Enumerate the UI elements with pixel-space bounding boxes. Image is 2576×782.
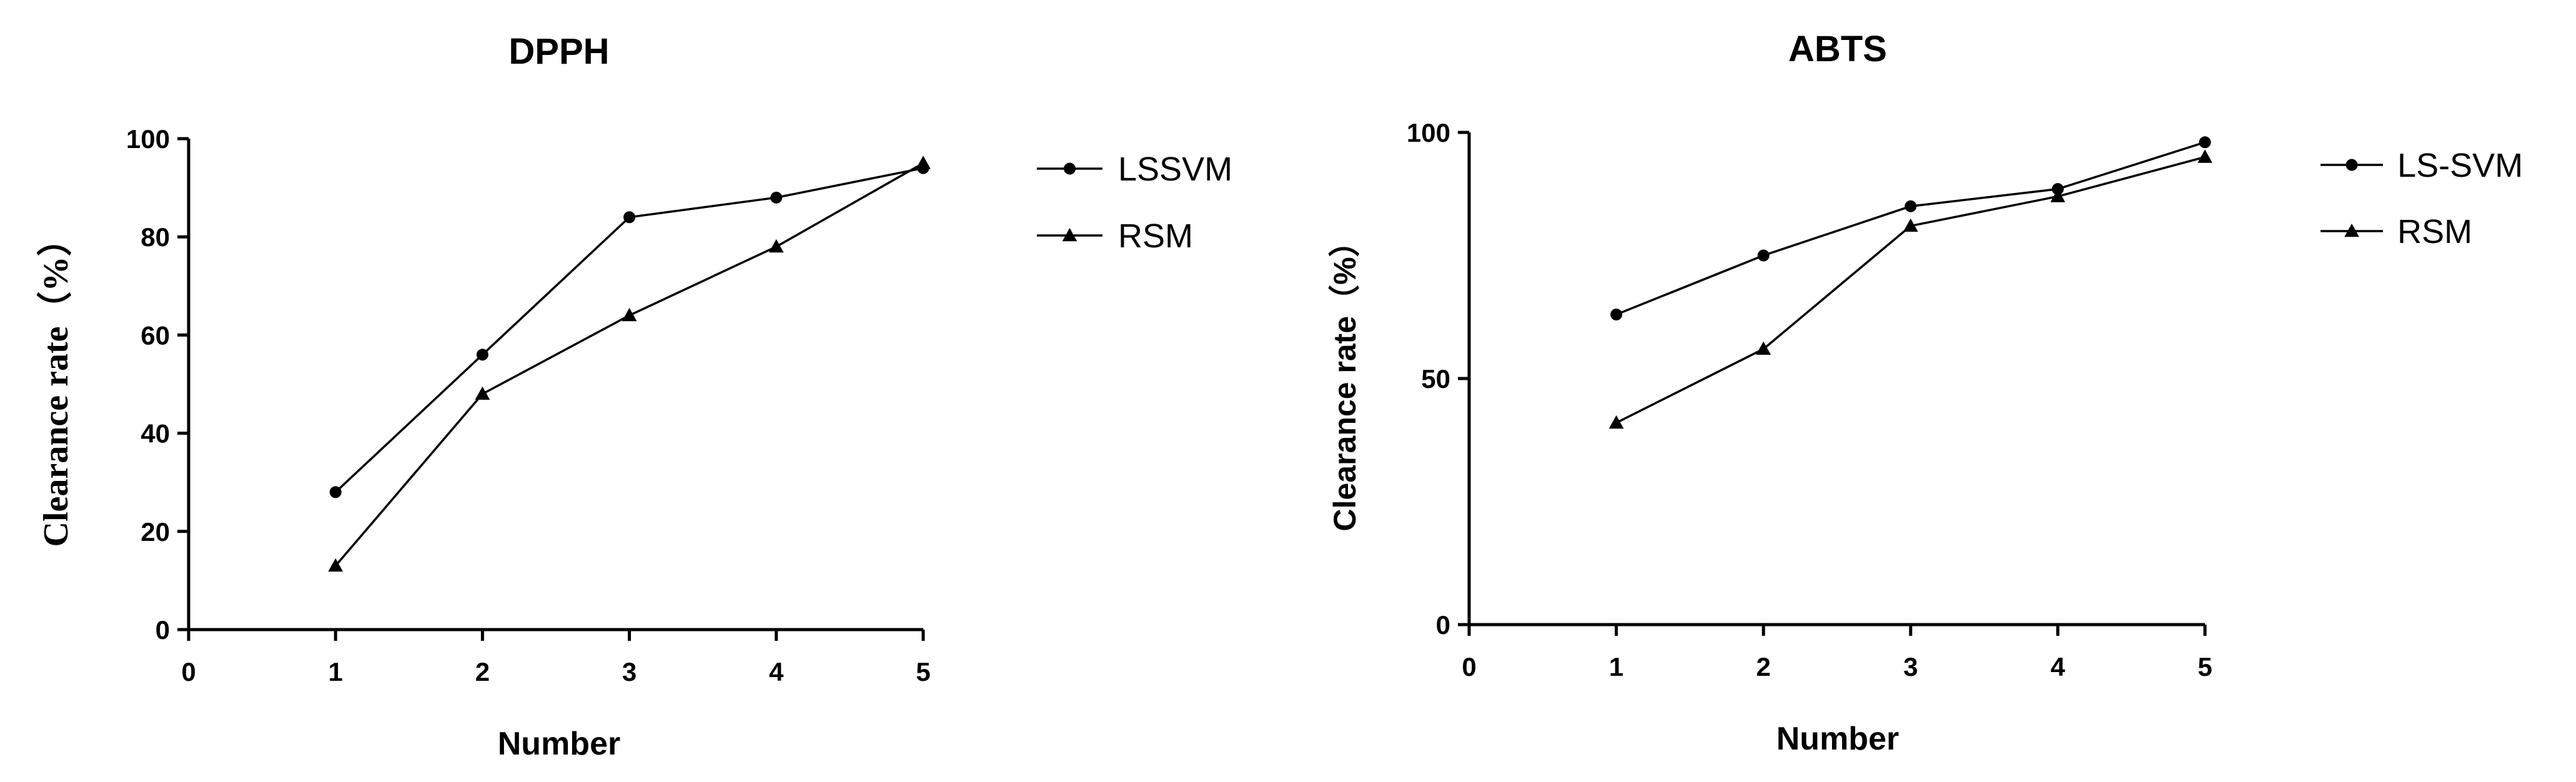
chart-0-x-axis-label: Number <box>498 726 620 762</box>
chart-0-y-tick-label: 100 <box>126 124 170 154</box>
chart-0-legend-label-0: LSSVM <box>1118 151 1232 188</box>
chart-1-series-1-point <box>2050 189 2066 202</box>
chart-0-x-tick-label: 1 <box>329 657 343 686</box>
chart-1-legend-marker-0 <box>2346 159 2358 171</box>
chart-0-series-0-point <box>770 191 783 204</box>
chart-1-y-tick-label: 0 <box>1436 610 1450 640</box>
chart-0-series-1-point <box>916 156 931 169</box>
chart-0-x-tick-label: 3 <box>622 657 637 686</box>
chart-0-series-0-point <box>623 211 636 224</box>
chart-1-series-1-point <box>2197 149 2212 163</box>
chart-0-series-0-point <box>329 486 342 498</box>
chart-1-legend-label-1: RSM <box>2397 213 2472 250</box>
chart-1-x-axis-label: Number <box>1776 721 1899 757</box>
chart-0-y-tick-label: 80 <box>141 222 170 252</box>
chart-0-legend-label-1: RSM <box>1118 217 1193 255</box>
chart-1-series-0-point <box>1610 309 1623 321</box>
chart-1-y-tick-label: 100 <box>1407 118 1450 147</box>
chart-0-title: DPPH <box>508 31 609 72</box>
chart-dpph: DPPH 0 1 2 3 4 5 0 20 40 60 80 100 Number Clearance ra… <box>36 31 1232 762</box>
chart-1-title: ABTS <box>1788 29 1887 69</box>
chart-0-series-0-point <box>476 349 488 361</box>
chart-0-x-tick-label: 0 <box>181 657 196 686</box>
chart-0-x-tick-label: 4 <box>769 657 784 686</box>
chart-1-series-1-line <box>1615 156 2206 424</box>
chart-0-y-tick-label: 0 <box>156 615 170 645</box>
chart-1-y-tick-label: 50 <box>1421 364 1450 393</box>
chart-0-series-1-line <box>334 162 924 567</box>
chart-1-x-tick-label: 4 <box>2051 652 2066 681</box>
chart-1-series-1-point <box>1608 415 1624 429</box>
chart-0-series-1-point <box>768 239 784 253</box>
chart-0-legend-marker-0 <box>1064 162 1076 175</box>
chart-1-series-1-point <box>1756 341 1771 355</box>
chart-1-series-0-point <box>1905 200 1917 212</box>
chart-1-series-0-point <box>1757 249 1770 262</box>
chart-1-x-tick-label: 1 <box>1609 652 1623 681</box>
chart-0-y-axis-label: Clearance rate（%） <box>36 222 76 547</box>
chart-1-legend-label-0: LS-SVM <box>2397 147 2523 184</box>
chart-1-y-axis-label: Clearance rate（%） <box>1327 225 1362 531</box>
chart-0-series-1-point <box>475 386 490 400</box>
chart-0-series-1-point <box>328 558 344 572</box>
chart-0-y-tick-label: 40 <box>141 419 170 448</box>
chart-0-series-1-point <box>622 307 637 322</box>
chart-1-x-tick-label: 0 <box>1462 652 1476 681</box>
chart-1-series-0-point <box>2199 136 2211 149</box>
chart-1-x-tick-label: 2 <box>1756 652 1771 681</box>
chart-1-legend-marker-1 <box>2344 223 2359 237</box>
chart-0-y-tick-label: 60 <box>141 320 170 350</box>
chart-0-y-tick-label: 20 <box>141 517 170 547</box>
chart-1-x-tick-label: 5 <box>2197 652 2212 681</box>
chart-1-x-tick-label: 3 <box>1903 652 1918 681</box>
chart-0-legend-marker-1 <box>1062 227 1077 242</box>
chart-0-x-tick-label: 5 <box>916 657 930 686</box>
chart-0-x-tick-label: 2 <box>475 657 490 686</box>
chart-1-series-1-point <box>1903 218 1918 232</box>
